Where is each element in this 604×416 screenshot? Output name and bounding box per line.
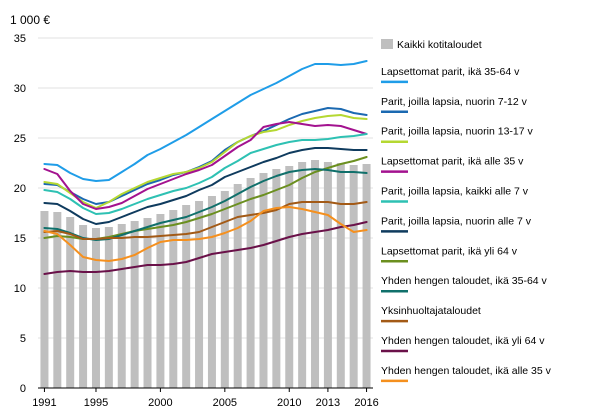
- legend-label: Yhden hengen taloudet, ikä alle 35 v: [381, 365, 552, 377]
- bar-2011: [298, 162, 307, 388]
- x-tick-label: 2000: [148, 397, 172, 409]
- y-tick-label: 35: [14, 33, 26, 45]
- bar-2013: [323, 162, 332, 388]
- x-tick-label: 2016: [354, 397, 378, 409]
- legend-label: Yhden hengen taloudet, ikä yli 64 v: [381, 335, 545, 347]
- x-tick-label: 2013: [316, 397, 340, 409]
- legend-label: Parit, joilla lapsia, nuorin 7-12 v: [381, 96, 528, 108]
- legend: Kaikki kotitaloudet Lapsettomat parit, ik…: [381, 39, 552, 383]
- y-unit-label: 1 000 €: [10, 13, 50, 27]
- legend-label: Yksinhuoltajataloudet: [381, 305, 481, 317]
- legend-label: Yhden hengen taloudet, ikä 35-64 v: [381, 275, 548, 287]
- series-line-yhden-hengen-taloudet-ik-alle-35-v: [43, 206, 368, 262]
- axes: 0 5 10 15 20 25 30 35 1991 1995 2000 2005 2010 2013 20…: [14, 33, 379, 409]
- series-line-parit-joilla-lapsia-nuorin-alle-7-v: [43, 147, 368, 225]
- series-line-parit-joilla-lapsia-nuorin-13-17-v: [43, 114, 368, 209]
- series-line-lapsettomat-parit-ik-alle-35-v: [43, 121, 368, 210]
- x-tick-label: 2005: [213, 397, 237, 409]
- bar-series: [40, 160, 371, 388]
- bar-1995: [91, 228, 100, 388]
- legend-label: Parit, joilla lapsia, nuorin 13-17 v: [381, 126, 533, 138]
- legend-label: Lapsettomat parit, ikä yli 64 v: [381, 245, 518, 257]
- x-tick-label: 2010: [277, 397, 301, 409]
- bar-2003: [195, 201, 204, 388]
- x-tick-label: 1995: [84, 397, 108, 409]
- y-tick-label: 30: [14, 83, 26, 95]
- legend-label: Parit, joilla lapsia, nuorin alle 7 v: [381, 215, 532, 227]
- y-tick-label: 20: [14, 183, 26, 195]
- legend-label: Kaikki kotitaloudet: [397, 39, 482, 51]
- y-tick-label: 25: [14, 133, 26, 145]
- bar-2008: [259, 173, 268, 388]
- y-tick-label: 15: [14, 233, 26, 245]
- y-tick-label: 5: [20, 333, 26, 345]
- bar-2012: [311, 160, 320, 388]
- bar-1999: [143, 218, 152, 388]
- bar-2001: [169, 210, 178, 388]
- bar-2005: [220, 191, 229, 388]
- y-tick-label: 0: [20, 383, 26, 395]
- bar-2016: [362, 164, 371, 388]
- line-series: [43, 60, 368, 275]
- bar-2004: [207, 196, 216, 388]
- series-line-yhden-hengen-taloudet-ik-yli-64-v: [43, 221, 368, 275]
- y-tick-label: 10: [14, 283, 26, 295]
- bar-1994: [79, 225, 88, 388]
- bar-2007: [246, 178, 255, 388]
- legend-label: Parit, joilla lapsia, kaikki alle 7 v: [381, 186, 529, 198]
- series-line-parit-joilla-lapsia-kaikki-alle-7-v: [43, 133, 368, 215]
- bar-1998: [130, 221, 139, 388]
- bar-1992: [53, 212, 62, 388]
- bar-1991: [40, 211, 49, 388]
- series-line-lapsettomat-parit-ik-35-64-v: [43, 60, 368, 182]
- bar-2009: [272, 169, 281, 388]
- bar-2006: [233, 184, 242, 388]
- legend-label: Lapsettomat parit, ikä alle 35 v: [381, 156, 524, 168]
- bar-1996: [104, 227, 113, 388]
- bar-2002: [182, 205, 191, 388]
- bar-1997: [117, 224, 126, 388]
- series-line-yksinhuoltajataloudet: [43, 201, 368, 240]
- bar-1993: [66, 217, 75, 388]
- legend-swatch-bar: [381, 39, 393, 49]
- bar-2010: [285, 166, 294, 388]
- x-tick-label: 1991: [32, 397, 56, 409]
- bar-2000: [156, 214, 165, 388]
- legend-label: Lapsettomat parit, ikä 35-64 v: [381, 66, 520, 78]
- bar-2014: [336, 163, 345, 388]
- bar-2015: [349, 165, 358, 388]
